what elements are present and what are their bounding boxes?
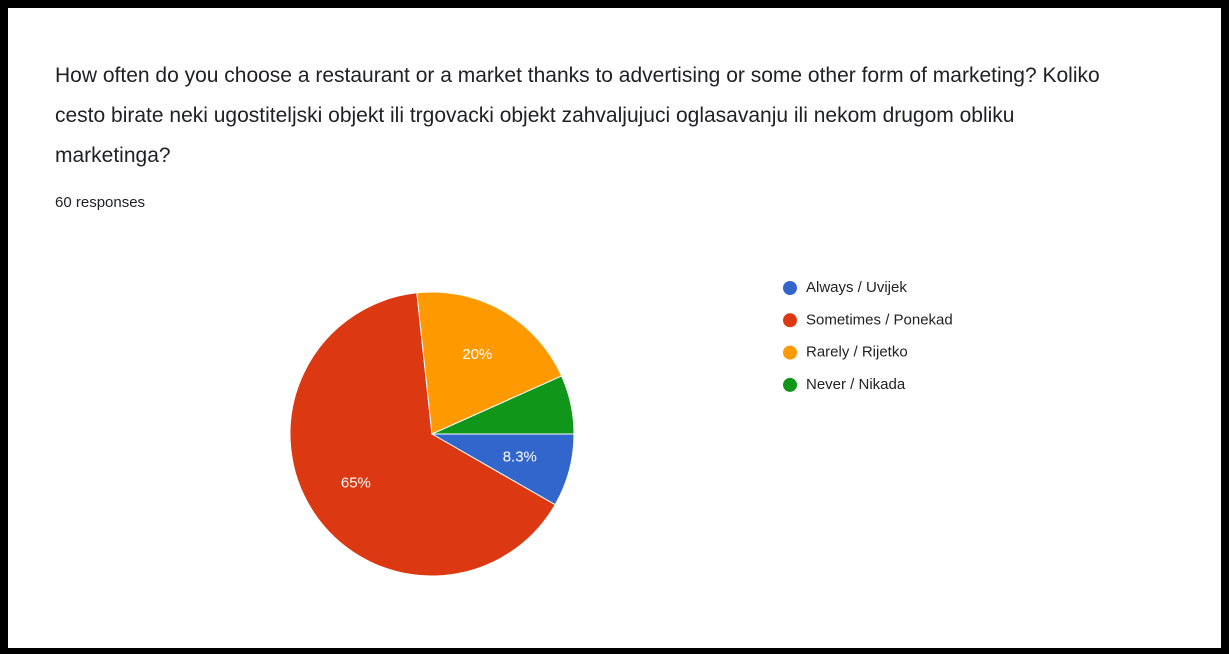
slice-label: 20% xyxy=(462,346,492,363)
slice-label: 65% xyxy=(341,475,371,492)
slice-label: 8.3% xyxy=(503,448,537,465)
legend-label: Always / Uvijek xyxy=(806,279,907,296)
pie-slice xyxy=(416,291,563,435)
legend-swatch xyxy=(783,313,797,328)
response-count: 60 responses xyxy=(55,194,146,211)
legend-label: Rarely / Rijetko xyxy=(806,344,908,361)
card: How often do you choose a restaurant or … xyxy=(8,8,1221,648)
pie-slice xyxy=(431,375,575,435)
legend-label: Sometimes / Ponekad xyxy=(806,311,953,328)
question-title: How often do you choose a restaurant or … xyxy=(55,64,1100,167)
legend-swatch xyxy=(783,377,797,392)
pie-slice xyxy=(289,292,556,577)
legend-label: Never / Nikada xyxy=(806,376,906,393)
legend-swatch xyxy=(783,345,797,360)
legend-swatch xyxy=(783,281,797,295)
